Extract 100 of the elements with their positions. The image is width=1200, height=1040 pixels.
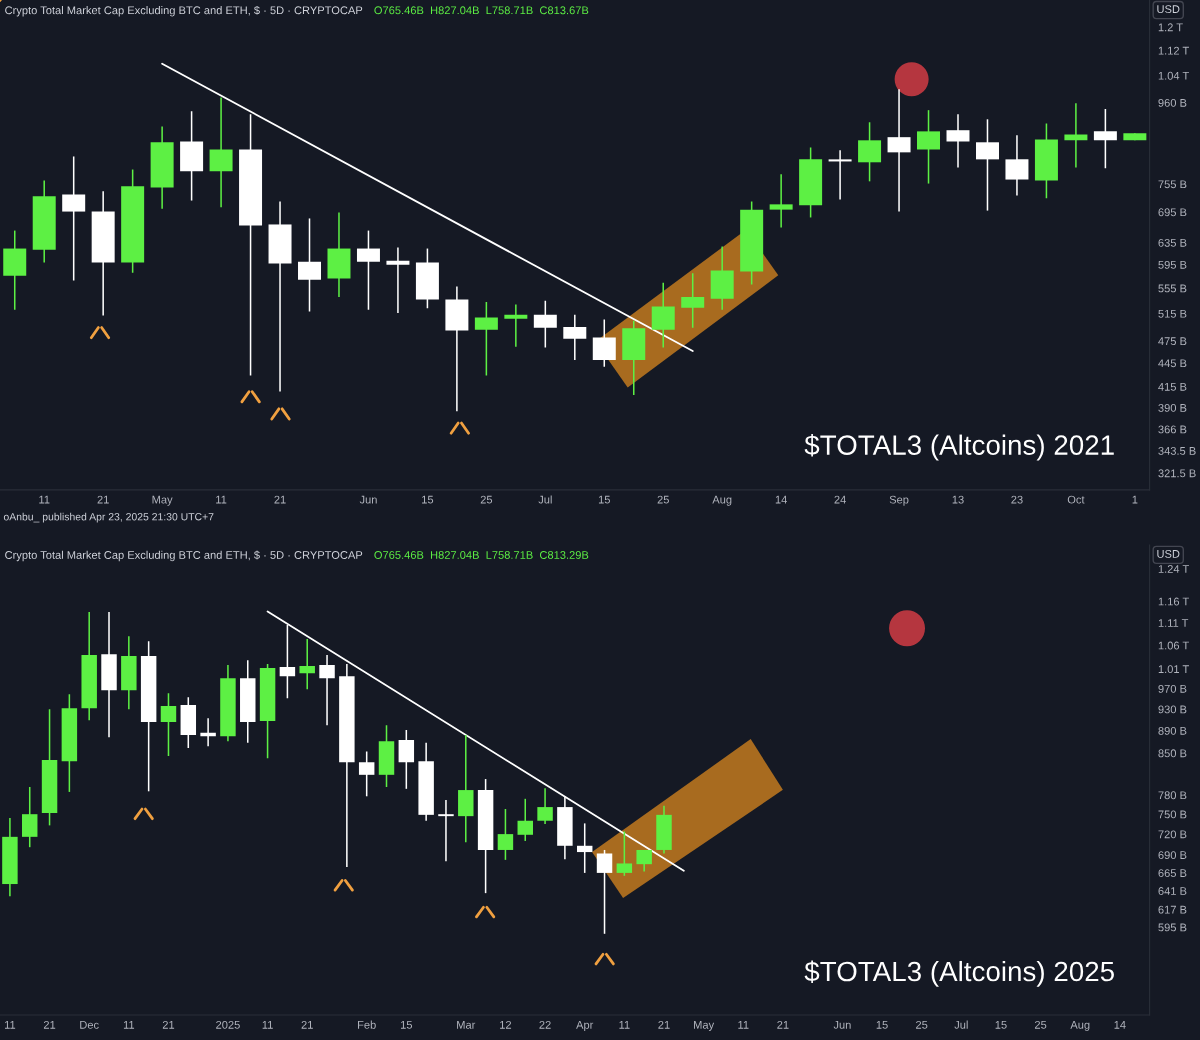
y-tick-label: 960 B [1158,98,1187,107]
y-tick-label: 1.16 T [1158,597,1189,606]
candlestick [474,301,498,377]
candlestick [1093,108,1117,170]
x-tick-label: Dec [80,1021,99,1029]
x-tick-label: 11 [4,1021,16,1029]
chart-title: Crypto Total Market Cap Excluding BTC and ETH, $ · 5D · CRYPTOCAP [5,550,363,562]
candlestick [62,155,86,282]
x-tick-label: 21 [43,1020,56,1029]
y-axis-title: USD [1157,549,1180,558]
y-tick-label: 555 B [1158,284,1187,293]
x-tick-label: 13 [952,495,964,504]
x-tick-label: 1 [1132,495,1138,504]
x-tick-label: May [152,495,173,506]
y-tick-label: 475 B [1158,337,1187,346]
y-tick-label: 366 B [1158,425,1187,434]
y-tick-label: 890 B [1158,726,1187,735]
y-tick-label: 1.01 T [1158,665,1189,674]
x-tick-label: 23 [1011,495,1023,504]
x-tick-label: 11 [216,495,227,504]
candlestick [596,849,613,935]
y-tick-label: 641 B [1158,887,1187,895]
candlestick [209,96,233,208]
candlestick [887,88,911,213]
candlestick [1064,102,1088,169]
y-tick-label: 1.24 T [1158,565,1189,573]
x-tick-label: 22 [539,1020,551,1029]
candlestick [319,654,335,726]
y-tick-label: 750 B [1158,810,1187,819]
candlestick [386,246,410,314]
candlestick [1005,134,1029,197]
y-tick-label: 780 B [1158,791,1187,800]
x-tick-label: Oct [1067,495,1085,504]
x-tick-label: 25 [480,495,493,504]
y-tick-label: 617 B [1158,905,1187,914]
x-tick-label: 21 [162,1020,175,1029]
candlestick [681,272,705,329]
x-tick-label: 21 [301,1020,313,1029]
x-tick-label: Jun [359,495,377,504]
annotation: $TOTAL3 (Altcoins) 2025 [804,960,1114,987]
x-tick-label: 25 [657,495,669,504]
candlestick [358,750,375,798]
text: oAnbu_ published Apr 23, 2025 21:30 UTC+7 [3,512,214,523]
x-tick-label: Jun [833,1021,851,1029]
x-tick-label: Sep [889,495,909,506]
x-tick-label: 21 [274,495,286,504]
annotation: $TOTAL3 (Altcoins) 2021 [804,434,1114,461]
x-tick-label: Feb [358,1020,376,1029]
candlestick [160,692,177,757]
x-tick-label: Aug [712,495,732,506]
candlestick [769,173,793,229]
x-tick-label: 15 [876,1021,888,1029]
candlestick [497,808,514,861]
y-tick-label: 595 B [1158,260,1187,269]
candlestick [398,729,415,790]
candlestick [576,822,593,874]
x-tick-label: 25 [916,1020,928,1029]
candlestick [651,282,675,349]
candlestick [279,624,296,700]
candlestick [356,229,380,311]
y-tick-label: 390 B [1158,403,1187,412]
y-axis-title: USD [1157,5,1180,14]
y-tick-label: 445 B [1158,359,1187,368]
x-tick-label: 15 [598,495,610,504]
candlestick [200,717,216,748]
y-tick-label: 515 B [1158,309,1187,318]
y-tick-label: 635 B [1158,238,1187,247]
y-tick-label: 720 B [1158,830,1187,839]
x-tick-label: May [694,1021,715,1031]
x-tick-label: 15 [995,1021,1007,1029]
x-tick-label: Mar [457,1021,476,1029]
text: Crypto Total Market Cap Excluding BTC and ETH, $ · 5D · CRYPTOCAP [5,5,363,17]
candlestick [533,299,557,349]
y-tick-label: 415 B [1158,383,1187,391]
y-tick-label: 343.5 B [1158,446,1196,455]
candlestick [517,798,533,842]
x-tick-label: 12 [500,1020,512,1029]
candlestick [592,318,616,368]
x-tick-label: 25 [1034,1020,1047,1029]
x-tick-label: 21 [97,495,109,504]
x-tick-label: Apr [576,1021,594,1031]
candlestick [616,830,633,877]
candlestick [504,303,528,348]
x-tick-label: 24 [834,495,846,504]
x-tick-label: Jul [954,1020,968,1029]
x-tick-label: 15 [422,495,434,504]
candlestick [299,638,315,690]
x-tick-label: 21 [658,1020,670,1029]
x-tick-label: 11 [39,495,50,504]
x-tick-label: 14 [1114,1021,1126,1029]
x-tick-label: 11 [738,1021,749,1029]
x-tick-label: 11 [123,1021,135,1029]
x-tick-label: 21 [777,1020,789,1029]
y-tick-label: 755 B [1158,180,1187,189]
y-tick-label: 1.06 T [1158,641,1189,650]
x-tick-label: Jul [538,495,552,504]
candlestick [917,109,941,185]
y-tick-label: 665 B [1158,869,1187,878]
y-tick-label: 970 B [1158,684,1187,693]
candlestick [975,118,999,212]
